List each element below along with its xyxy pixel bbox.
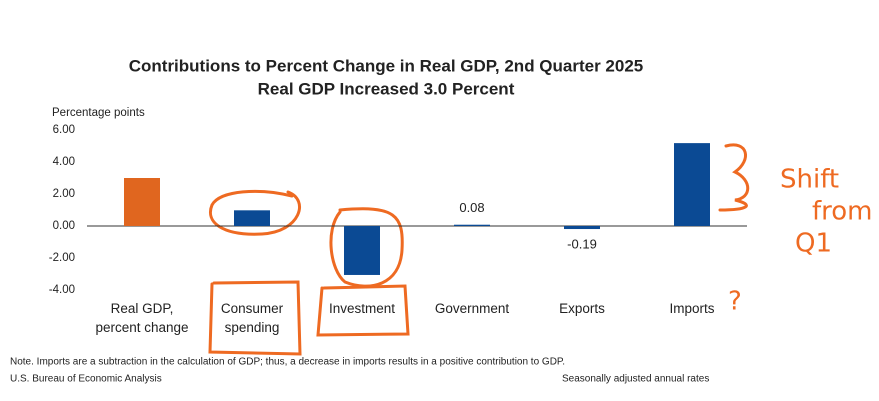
chart-title: Contributions to Percent Change in Real … [129, 56, 644, 75]
bar [124, 178, 160, 226]
annotation: ? [728, 287, 742, 317]
y-tick-label: 4.00 [53, 156, 75, 168]
circle-investment-bar [329, 207, 404, 288]
x-tick-label: Government [434, 301, 510, 316]
brace [718, 143, 750, 212]
chart-subtitle: Real GDP Increased 3.0 Percent [258, 79, 515, 98]
value-label: 0.08 [459, 200, 484, 215]
y-tick-label: -4.00 [49, 284, 75, 296]
handwritten-marks [208, 143, 750, 356]
x-tick-label: Investment [328, 301, 396, 316]
rates-note: Seasonally adjusted annual rates [562, 374, 709, 385]
x-tick-label: Consumer spending [220, 301, 284, 335]
box-consumer-label [208, 280, 302, 356]
source: U.S. Bureau of Economic Analysis [10, 374, 162, 385]
x-tick-label: Imports [669, 301, 715, 316]
annotation: Q1 [795, 229, 832, 259]
circle-consumer-bar [209, 189, 301, 236]
y-tick-label: -2.00 [49, 252, 75, 264]
y-tick-label: 0.00 [53, 220, 75, 232]
note: Note. Imports are a subtraction in the c… [10, 357, 565, 368]
bar [564, 226, 600, 230]
y-tick-label: 6.00 [53, 124, 75, 136]
bar [454, 224, 490, 226]
annotation: Shift [780, 165, 839, 195]
x-tick-label: Exports [559, 301, 605, 316]
y-axis-label: Percentage points [52, 107, 145, 119]
annotation: from [812, 197, 873, 227]
value-label: -0.19 [567, 236, 597, 251]
box-investment-label [316, 284, 410, 337]
bar [344, 226, 380, 275]
bar [234, 210, 270, 226]
bar [674, 143, 710, 226]
x-tick-label: Real GDP, percent change [95, 301, 189, 335]
y-tick-label: 2.00 [53, 188, 75, 200]
